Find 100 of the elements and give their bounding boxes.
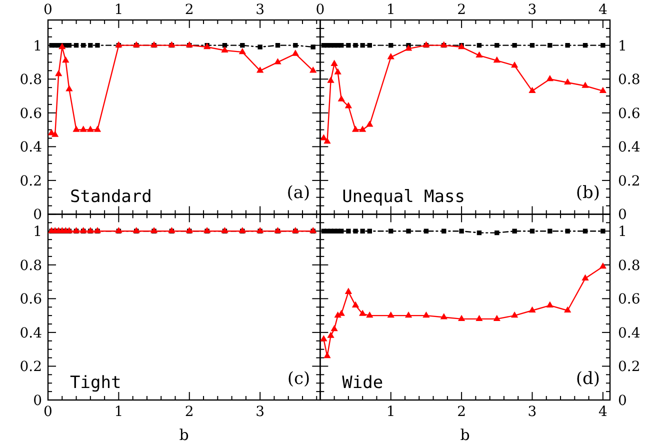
point (81, 42, 86, 48)
point (458, 314, 466, 321)
y-tick-label: 0.8 (618, 258, 640, 274)
point (511, 311, 518, 318)
y-tick-label: 0.6 (20, 106, 42, 122)
point (330, 60, 338, 66)
point (476, 230, 482, 236)
x-tick-label: 3 (256, 404, 265, 420)
point (72, 126, 80, 132)
point (94, 126, 102, 132)
point (275, 42, 280, 48)
x-tick-label: 3 (528, 2, 537, 18)
point (240, 42, 245, 48)
point (422, 311, 430, 318)
point (600, 228, 606, 234)
point (346, 42, 351, 48)
y-tick-label: 0.2 (618, 173, 640, 190)
point (387, 53, 394, 60)
point (55, 70, 62, 76)
point (66, 85, 73, 92)
y-tick-label: 1 (33, 224, 42, 240)
point (221, 46, 228, 52)
x-tick-label: 2 (457, 2, 466, 18)
point (238, 48, 246, 54)
point (62, 56, 70, 63)
point (546, 74, 554, 82)
y-tick-label: 0.4 (618, 140, 640, 156)
point (352, 126, 360, 132)
point (66, 42, 72, 48)
point (344, 102, 352, 108)
point (565, 228, 570, 234)
x-tick-label: 0 (44, 404, 52, 420)
y-tick-label: 0.4 (20, 325, 42, 342)
point (494, 42, 500, 48)
point (353, 42, 358, 48)
y-tick-label: 0.8 (618, 72, 640, 88)
x-tick-label: 1 (386, 2, 396, 18)
point (530, 42, 535, 48)
point (74, 42, 79, 48)
y-tick-label: 0 (33, 393, 42, 409)
point (599, 262, 606, 269)
point (493, 314, 500, 321)
y-tick-label: 0.2 (618, 359, 640, 376)
point (327, 76, 334, 83)
annotation: Tight (70, 373, 122, 393)
y-tick-label: 0 (618, 207, 627, 224)
y-tick-label: 1 (33, 38, 42, 54)
point (359, 126, 366, 132)
point (338, 95, 345, 102)
point (367, 42, 372, 48)
point (494, 230, 500, 236)
point (310, 66, 317, 73)
point (512, 228, 517, 234)
x-tick-label: 0 (44, 2, 52, 18)
point (366, 120, 374, 127)
point (330, 324, 338, 332)
y-tick-label: 0.6 (20, 292, 42, 308)
point (582, 274, 589, 280)
point (424, 228, 429, 234)
y-tick-label: 0.6 (618, 106, 640, 122)
point (352, 301, 360, 308)
annotation: (b) (576, 183, 600, 204)
point (528, 306, 536, 313)
y-tick-label: 0.2 (20, 173, 42, 190)
x-tick-label: 3 (528, 404, 537, 420)
point (476, 51, 483, 58)
annotation: Wide (342, 373, 384, 393)
x-tick-label: 2 (457, 404, 466, 420)
point (310, 44, 316, 50)
point (388, 228, 394, 234)
x-tick-label: 0 (316, 2, 325, 18)
y-tick-label: 0.8 (20, 72, 42, 88)
point (582, 228, 588, 234)
x-tick-label: 4 (598, 2, 608, 18)
point (404, 44, 412, 51)
annotation: (d) (576, 369, 600, 389)
point (600, 42, 606, 48)
point (476, 42, 482, 48)
point (599, 86, 606, 93)
point (406, 228, 411, 234)
point (564, 78, 572, 85)
point (388, 42, 394, 48)
point (459, 228, 464, 234)
point (88, 42, 93, 48)
point (324, 137, 331, 144)
point (346, 228, 351, 234)
point (52, 130, 59, 137)
point (476, 314, 483, 321)
point (548, 42, 552, 48)
point (546, 301, 554, 308)
point (339, 42, 344, 48)
point (95, 42, 100, 48)
x-tick-label: 1 (114, 2, 124, 18)
point (528, 86, 536, 93)
point (493, 56, 500, 63)
point (324, 352, 331, 358)
point (367, 228, 372, 234)
point (548, 228, 552, 234)
point (274, 58, 282, 64)
point (327, 332, 334, 338)
